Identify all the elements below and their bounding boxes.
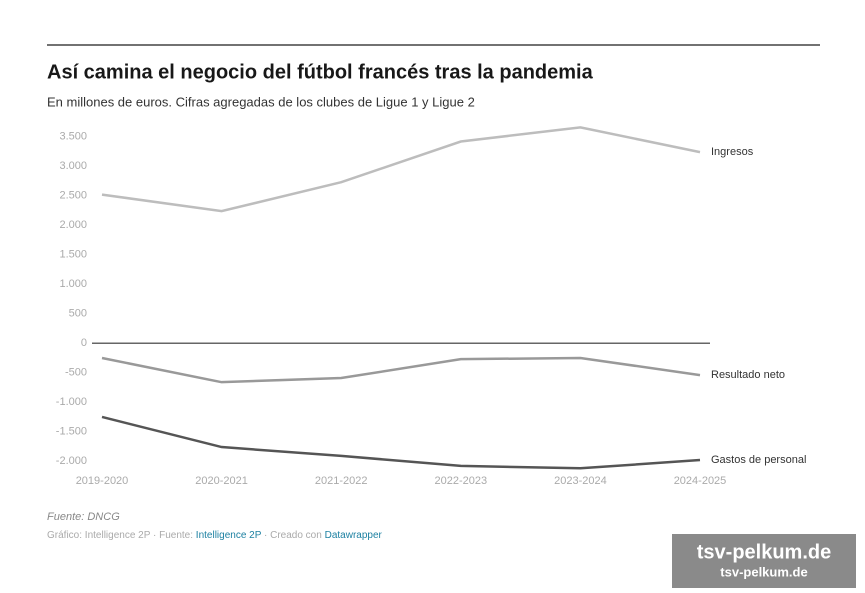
credits: Gráfico: Intelligence 2P · Fuente: Intel… (47, 530, 383, 541)
y-tick-label: 3.000 (59, 160, 87, 172)
chart-title: Así camina el negocio del fútbol francés… (47, 61, 594, 83)
chart-subtitle: En millones de euros. Cifras agregadas d… (47, 94, 475, 109)
source: Fuente: DNCG (47, 511, 120, 523)
line (101, 126, 701, 213)
credit-link[interactable]: Intelligence 2P (196, 530, 262, 541)
y-tick-label: 500 (69, 308, 87, 320)
y-tick-label: 2.000 (59, 219, 87, 231)
y-tick-label: -1.500 (56, 426, 87, 438)
watermark-box (672, 534, 856, 588)
series-label: Resultado neto (711, 369, 785, 381)
y-tick-label: -500 (65, 367, 87, 379)
credit-text: Gráfico: Intelligence 2P · Fuente: (47, 530, 196, 541)
x-tick-label: 2023-2024 (554, 475, 607, 487)
watermark: tsv-pelkum.de (697, 541, 831, 563)
watermark: tsv-pelkum.de (720, 564, 807, 579)
y-tick-label: 0 (81, 337, 87, 349)
credit-link[interactable]: Datawrapper (325, 530, 383, 541)
x-tick-label: 2019-2020 (76, 475, 129, 487)
y-tick-label: -2.000 (56, 455, 87, 467)
x-tick-label: 2022-2023 (434, 475, 487, 487)
x-tick-label: 2020-2021 (195, 475, 248, 487)
series-label: Ingresos (711, 146, 754, 158)
y-tick-label: 3.500 (59, 131, 87, 143)
line (101, 356, 701, 384)
series-label: Gastos de personal (711, 454, 806, 466)
x-tick-label: 2021-2022 (315, 475, 368, 487)
y-tick-label: 2.500 (59, 190, 87, 202)
line (101, 415, 701, 470)
credit-text: · Creado con (261, 530, 324, 541)
y-tick-label: 1.500 (59, 249, 87, 261)
y-tick-label: -1.000 (56, 396, 87, 408)
x-tick-label: 2024-2025 (674, 475, 727, 487)
y-tick-label: 1.000 (59, 278, 87, 290)
